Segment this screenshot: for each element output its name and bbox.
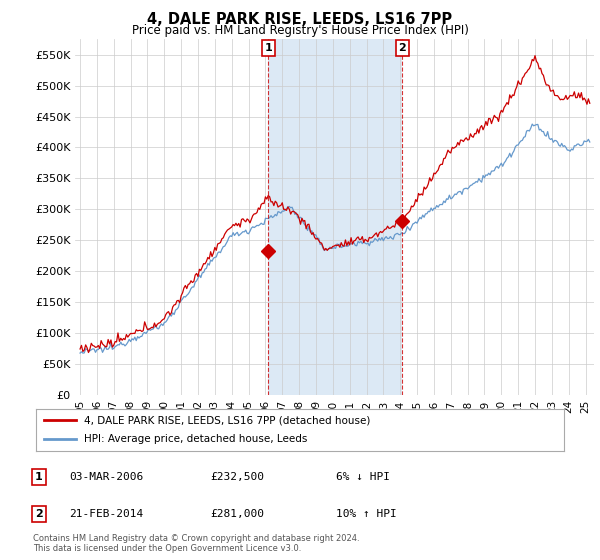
Text: 4, DALE PARK RISE, LEEDS, LS16 7PP (detached house): 4, DALE PARK RISE, LEEDS, LS16 7PP (deta…: [83, 415, 370, 425]
Text: 2: 2: [35, 509, 43, 519]
Text: 1: 1: [35, 472, 43, 482]
Text: 21-FEB-2014: 21-FEB-2014: [69, 509, 143, 519]
Text: Contains HM Land Registry data © Crown copyright and database right 2024.
This d: Contains HM Land Registry data © Crown c…: [33, 534, 359, 553]
Text: 03-MAR-2006: 03-MAR-2006: [69, 472, 143, 482]
Text: 10% ↑ HPI: 10% ↑ HPI: [336, 509, 397, 519]
Text: 4, DALE PARK RISE, LEEDS, LS16 7PP: 4, DALE PARK RISE, LEEDS, LS16 7PP: [148, 12, 452, 27]
Text: HPI: Average price, detached house, Leeds: HPI: Average price, detached house, Leed…: [83, 435, 307, 445]
Bar: [268, 39, 403, 395]
Text: 1: 1: [265, 43, 272, 53]
Text: 6% ↓ HPI: 6% ↓ HPI: [336, 472, 390, 482]
Text: £232,500: £232,500: [210, 472, 264, 482]
Text: £281,000: £281,000: [210, 509, 264, 519]
Text: Price paid vs. HM Land Registry's House Price Index (HPI): Price paid vs. HM Land Registry's House …: [131, 24, 469, 36]
Text: 2: 2: [398, 43, 406, 53]
